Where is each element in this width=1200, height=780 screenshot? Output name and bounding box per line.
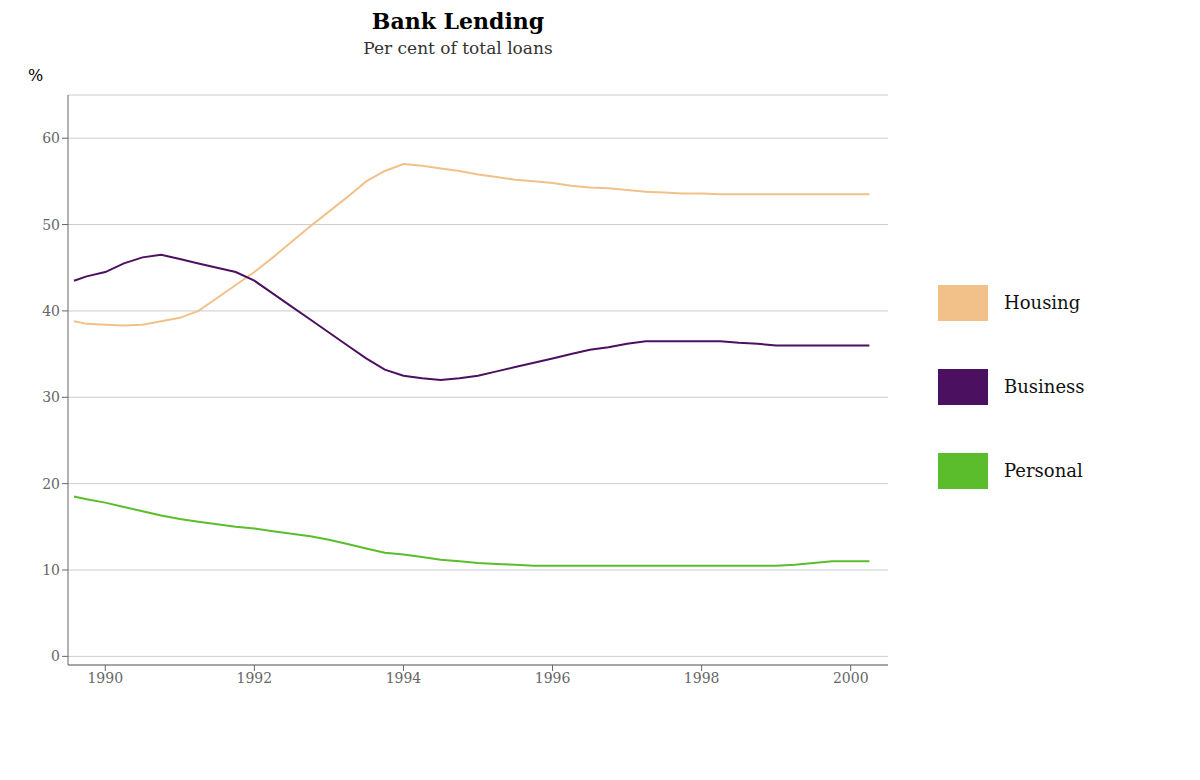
svg-text:2000: 2000 xyxy=(833,670,869,686)
svg-text:1994: 1994 xyxy=(386,670,422,686)
svg-text:20: 20 xyxy=(42,476,60,492)
svg-text:60: 60 xyxy=(42,130,60,146)
svg-text:1990: 1990 xyxy=(87,670,123,686)
svg-text:50: 50 xyxy=(42,217,60,233)
svg-text:40: 40 xyxy=(42,303,60,319)
html-text:Bank Lending: Bank Lending xyxy=(371,8,545,34)
html-text:Personal: Personal xyxy=(1004,460,1083,481)
html-text:Business: Business xyxy=(1004,376,1085,397)
svg-text:1996: 1996 xyxy=(535,670,571,686)
html-text:Per cent of total loans: Per cent of total loans xyxy=(363,38,553,58)
html-text:Housing: Housing xyxy=(1004,292,1081,313)
svg-text:1998: 1998 xyxy=(684,670,720,686)
svg-text:10: 10 xyxy=(42,562,60,578)
svg-text:30: 30 xyxy=(42,389,60,405)
svg-text:0: 0 xyxy=(51,648,60,664)
svg-text:1992: 1992 xyxy=(237,670,273,686)
